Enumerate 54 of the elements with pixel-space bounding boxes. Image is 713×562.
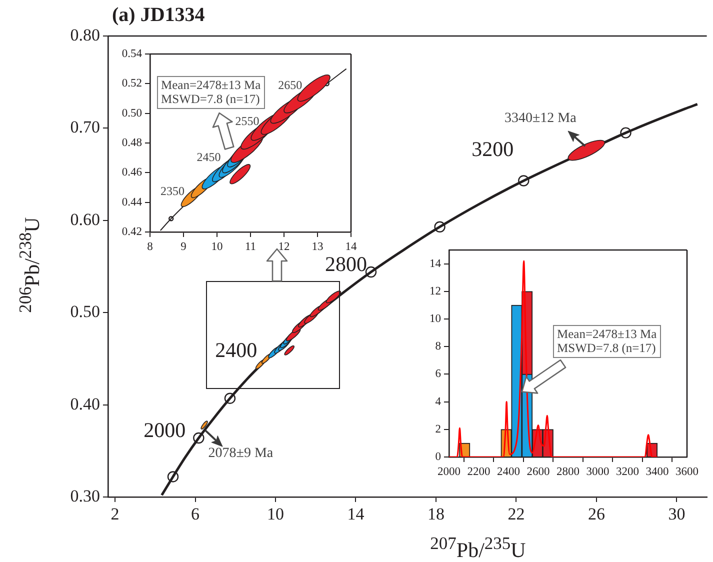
x-tick-label: 3400 xyxy=(646,466,669,478)
annotation: 3200 xyxy=(472,136,514,161)
x-tick-label: 22 xyxy=(508,504,525,524)
x-tick-label: 3200 xyxy=(616,466,640,478)
annotation: 2078±9 Ma xyxy=(208,446,274,462)
y-tick-label: 12 xyxy=(430,285,442,298)
x-tick-label: 2600 xyxy=(526,466,550,478)
x-tick-label: 2800 xyxy=(556,466,580,478)
annotation: Mean=2478±13 Ma MSWD=7.8 (n=17) xyxy=(553,325,661,358)
y-tick-label: 0.30 xyxy=(70,486,100,506)
x-tick-label: 26 xyxy=(588,504,605,524)
y-tick-label: 0.80 xyxy=(70,25,100,44)
y-tick-label: 0.50 xyxy=(70,302,100,322)
line-series xyxy=(449,260,658,457)
y-tick-label: 0.42 xyxy=(122,226,142,238)
x-tick-label: 2000 xyxy=(438,466,461,478)
y-tick-label: 14 xyxy=(430,258,442,270)
y-tick-label: 6 xyxy=(435,368,442,380)
point xyxy=(326,290,342,304)
x-axis-title: $^{207}$Pb/$^{235}$U xyxy=(430,533,526,562)
y-tick-label: 0 xyxy=(435,451,442,464)
x-tick-label: 11 xyxy=(244,240,256,253)
x-tick-label: 2200 xyxy=(467,466,490,478)
y-tick-label: 0.44 xyxy=(122,196,142,208)
y-tick-label: 0.52 xyxy=(122,78,142,90)
y-tick-label: 0.50 xyxy=(122,107,142,120)
annotation: 2000 xyxy=(144,418,186,442)
x-tick-label: 3600 xyxy=(676,466,699,478)
chart-title: (a) JD1334 xyxy=(112,4,205,27)
x-tick-label: 14 xyxy=(347,504,365,524)
y-tick-label: 0.40 xyxy=(70,394,100,414)
x-tick-label: 10 xyxy=(267,504,284,524)
x-tick-label: 3000 xyxy=(586,466,610,478)
y-tick-label: 0.54 xyxy=(122,48,142,60)
y-tick-label: 2 xyxy=(435,423,442,436)
y-tick-label: 0.60 xyxy=(70,210,100,229)
y-tick-label: 4 xyxy=(435,396,442,408)
y-tick-label: 0.70 xyxy=(70,118,100,137)
x-tick-label: 14 xyxy=(345,240,357,253)
x-tick-label: 8 xyxy=(147,240,154,253)
x-tick-label: 9 xyxy=(180,240,187,253)
x-tick-label: 13 xyxy=(312,240,324,253)
x-tick-label: 10 xyxy=(211,240,223,253)
y-tick-label: 8 xyxy=(435,340,442,353)
x-tick-label: 18 xyxy=(427,504,444,524)
annotation: 3340±12 Ma xyxy=(504,111,576,128)
x-tick-label: 30 xyxy=(668,504,686,524)
y-tick-label: 10 xyxy=(430,313,442,326)
x-tick-label: 2400 xyxy=(497,466,520,478)
x-tick-label: 6 xyxy=(191,504,200,524)
annotation: 2400 xyxy=(215,338,258,362)
y-tick-label: 0.46 xyxy=(122,166,142,179)
x-tick-label: 12 xyxy=(278,240,290,253)
y-tick-label: 0.48 xyxy=(122,137,142,150)
